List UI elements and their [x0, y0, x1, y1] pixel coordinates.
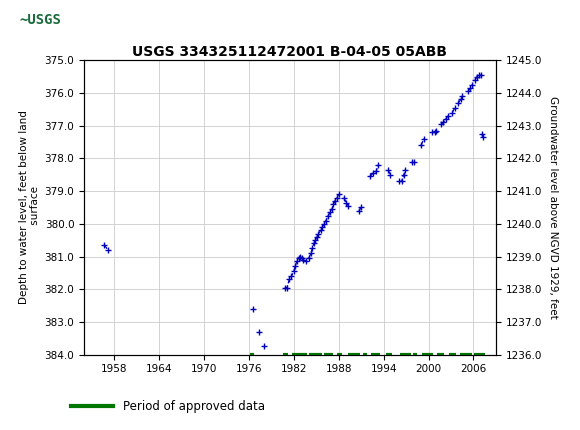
- Text: Period of approved data: Period of approved data: [123, 400, 265, 413]
- Y-axis label: Depth to water level, feet below land
 surface: Depth to water level, feet below land su…: [19, 111, 41, 304]
- Text: USGS: USGS: [84, 13, 131, 28]
- Y-axis label: Groundwater level above NGVD 1929, feet: Groundwater level above NGVD 1929, feet: [548, 96, 557, 319]
- Text: USGS 334325112472001 B-04-05 05ABB: USGS 334325112472001 B-04-05 05ABB: [132, 45, 448, 59]
- Text: ~USGS: ~USGS: [20, 13, 61, 28]
- Bar: [3, 2, 78, 39]
